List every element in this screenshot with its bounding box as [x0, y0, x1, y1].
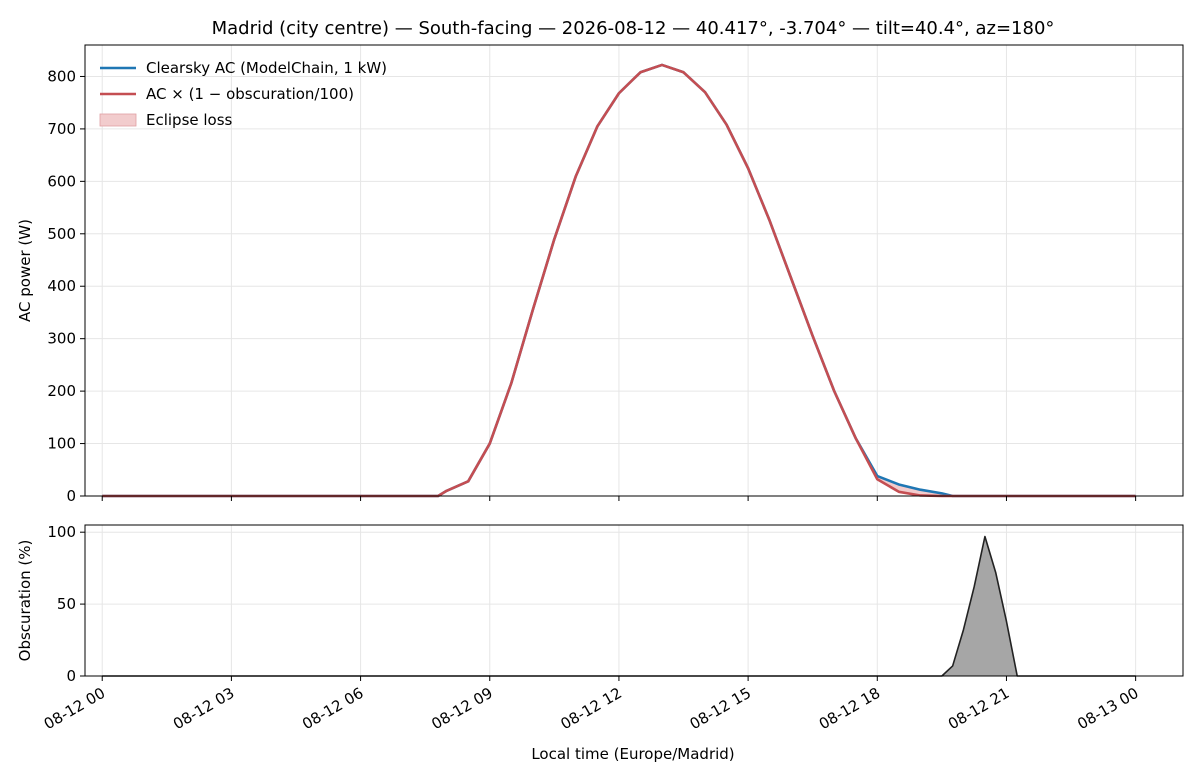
top-ytick-label: 800: [47, 67, 76, 85]
bottom-ytick-label: 0: [66, 667, 76, 685]
x-axis-label: Local time (Europe/Madrid): [531, 745, 734, 763]
top-x-ticks: [101, 496, 1137, 501]
top-ytick-label: 700: [47, 120, 76, 138]
xtick-label: 08-13 00: [1074, 684, 1141, 733]
obscuration-line: [102, 535, 1136, 677]
top-ytick-label: 600: [47, 172, 76, 190]
xtick-label: 08-12 09: [428, 684, 495, 733]
bottom-axes-frame: [84, 524, 1184, 677]
legend-label-eclipse-ac: AC × (1 − obscuration/100): [146, 85, 354, 103]
bottom-y-ticks: 0 50 100: [47, 523, 85, 685]
top-ytick-label: 200: [47, 382, 76, 400]
legend-label-eclipse-loss: Eclipse loss: [146, 111, 233, 129]
bottom-ytick-label: 100: [47, 523, 76, 541]
ac-power-panel: 0 100 200 300 400 500 600 700 800 AC power (W) C…: [16, 44, 1184, 505]
top-y-axis-label: AC power (W): [16, 219, 34, 322]
bottom-x-ticks: 08-12 00 08-12 03 08-12 06 08-12 09 08-12 12…: [41, 676, 1142, 733]
legend-label-clearsky: Clearsky AC (ModelChain, 1 kW): [146, 59, 387, 77]
top-ytick-label: 300: [47, 330, 76, 348]
legend: Clearsky AC (ModelChain, 1 kW) AC × (1 −…: [99, 59, 387, 129]
top-grid: [85, 45, 1183, 497]
xtick-label: 08-12 18: [816, 684, 883, 733]
legend-swatch-eclipse-loss: [99, 113, 137, 127]
bottom-grid: [85, 525, 1183, 677]
top-ytick-label: 400: [47, 277, 76, 295]
top-ytick-label: 100: [47, 435, 76, 453]
top-y-ticks: 0 100 200 300 400 500 600 700 800: [47, 67, 85, 505]
top-axes-frame: [84, 44, 1184, 497]
bottom-y-axis-label: Obscuration (%): [16, 540, 34, 662]
xtick-label: 08-12 06: [299, 684, 366, 733]
bottom-ytick-label: 50: [57, 595, 76, 613]
top-ytick-label: 0: [66, 487, 76, 505]
chart-title: Madrid (city centre) — South-facing — 20…: [212, 18, 1055, 39]
xtick-label: 08-12 00: [41, 684, 108, 733]
xtick-label: 08-12 12: [558, 684, 625, 733]
xtick-label: 08-12 21: [945, 684, 1012, 733]
xtick-label: 08-12 15: [687, 684, 754, 733]
top-ytick-label: 500: [47, 225, 76, 243]
xtick-label: 08-12 03: [170, 684, 237, 733]
